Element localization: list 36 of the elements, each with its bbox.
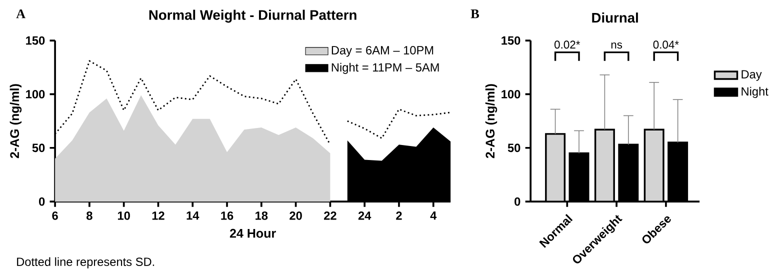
x-tick-label: 12 <box>152 212 164 220</box>
x-tick-label: 20 <box>290 212 302 220</box>
y-tick-label: 0 <box>39 198 45 206</box>
y-tick-label: 100 <box>502 90 520 99</box>
x-tick-label: 24 <box>358 212 372 220</box>
x-tick-label: 2 <box>396 212 402 220</box>
y-tick-label: 50 <box>32 144 45 152</box>
annotation: 0.02* <box>554 40 580 49</box>
y-tick-label: 100 <box>26 90 45 99</box>
text: B <box>470 10 480 18</box>
x-tick-label: 10 <box>118 212 130 220</box>
legend-label: Day <box>742 70 762 81</box>
chart-title: Normal Weight - Diurnal Pattern <box>149 10 356 23</box>
x-tick-label: 14 <box>186 212 200 220</box>
y-tick-label: 50 <box>508 144 520 152</box>
legend-label: Night <box>742 87 768 98</box>
x-tick-label: 18 <box>256 212 268 220</box>
legend-label: Day = 6AM – 10PM <box>332 46 434 57</box>
text: Dotted line represents SD. <box>17 257 154 269</box>
x-tick-label: 4 <box>430 212 437 220</box>
line-series <box>346 108 452 140</box>
x-tick-label: 16 <box>221 212 234 220</box>
x-tick-label: 6 <box>52 212 58 220</box>
y-tick-label: 150 <box>26 36 45 45</box>
x-tick-label: 8 <box>86 212 92 220</box>
text: A <box>16 10 26 18</box>
y-axis-title: 2-AG (ng/ml) <box>485 84 498 158</box>
x-tick-label: 22 <box>324 212 336 220</box>
annotation: ns <box>611 42 622 49</box>
annotation: 0.04* <box>653 40 679 49</box>
y-tick-label: 0 <box>514 198 520 206</box>
y-tick-label: 150 <box>502 36 520 45</box>
legend-label: Night = 11PM – 5AM <box>332 63 439 74</box>
x-axis-title: 24 Hour <box>230 229 276 238</box>
y-axis-title: 2-AG (ng/ml) <box>10 84 22 158</box>
chart-title: Diurnal <box>592 12 638 23</box>
